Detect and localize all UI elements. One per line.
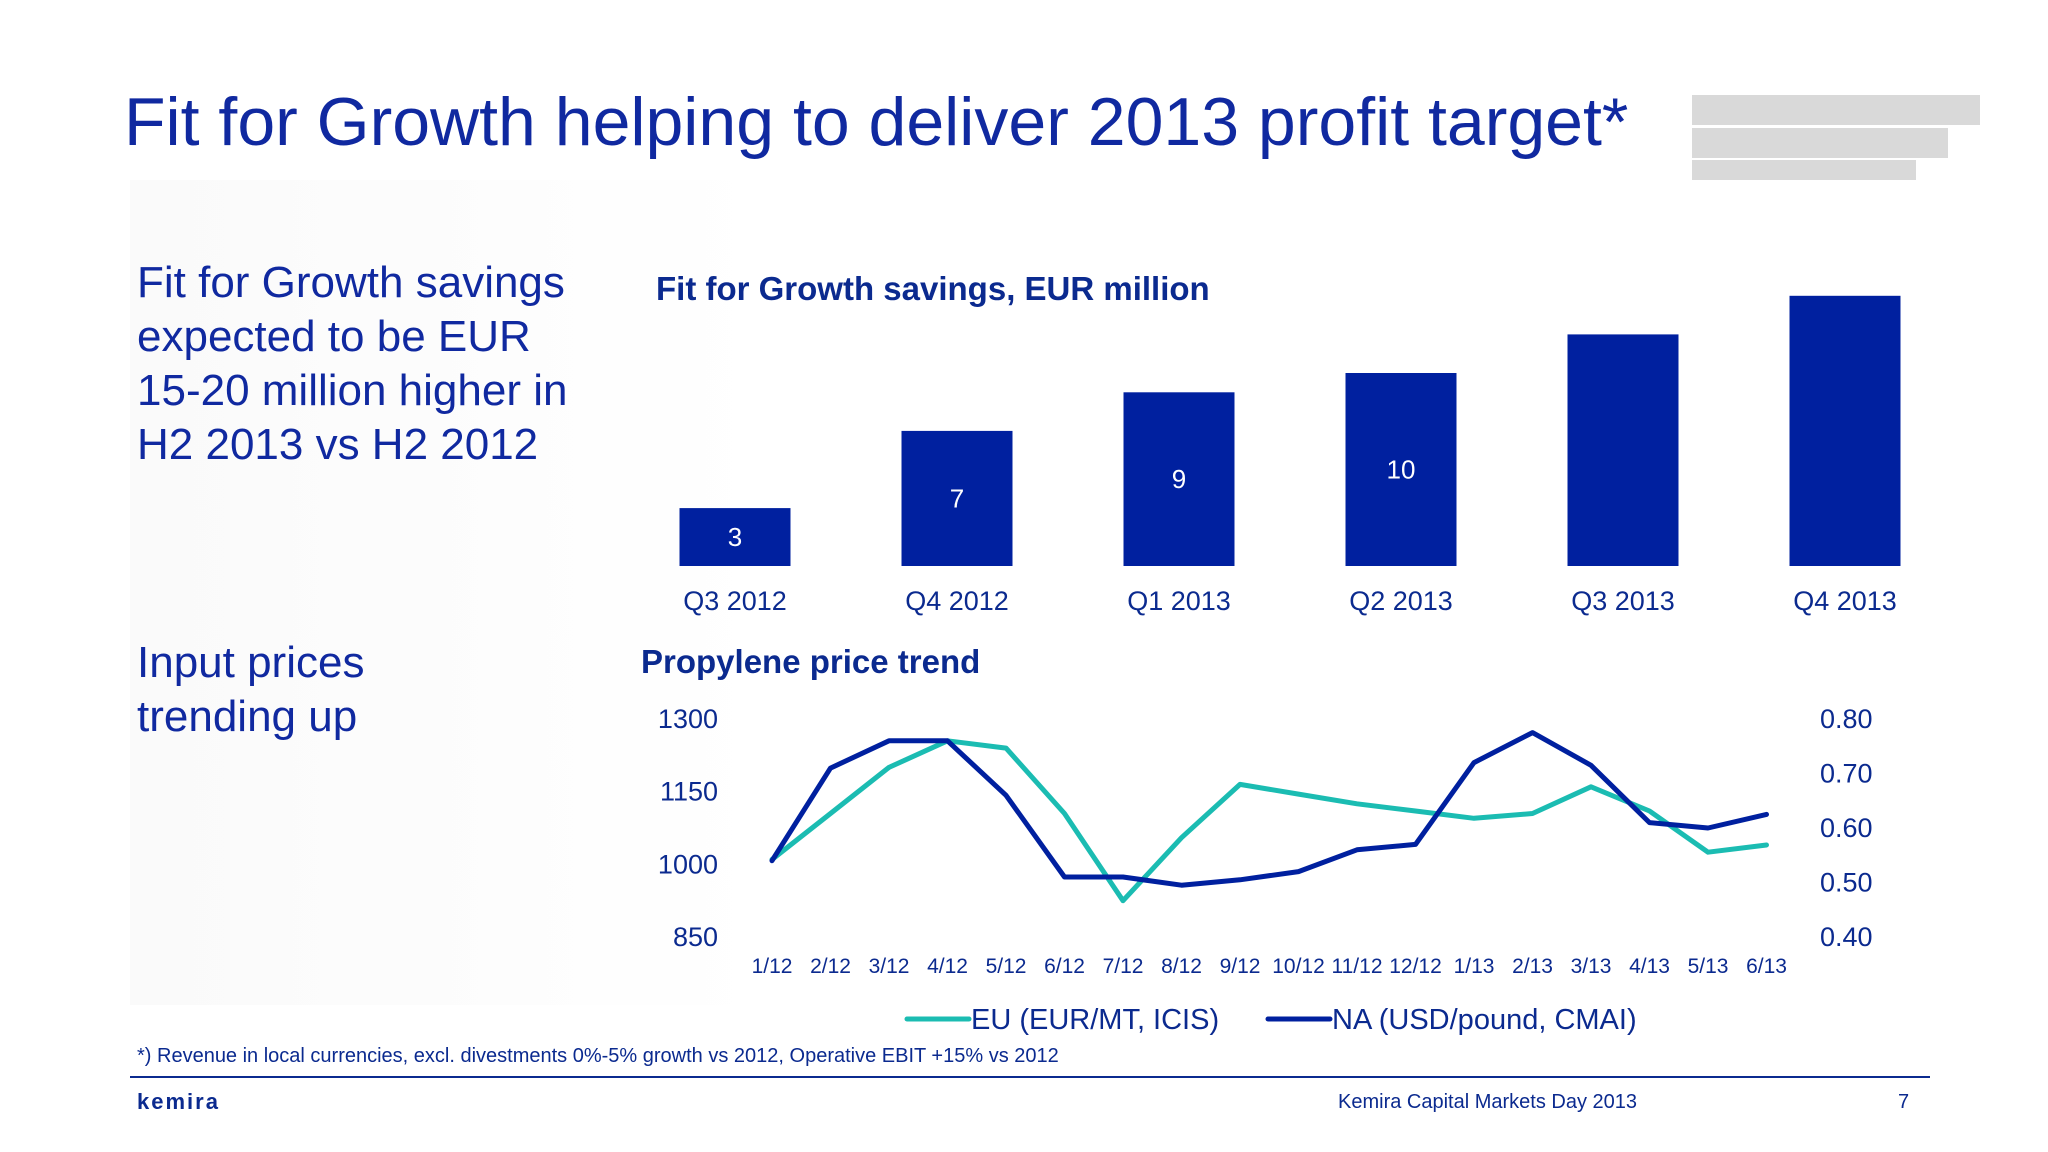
- event-name: Kemira Capital Markets Day 2013: [1338, 1091, 1638, 1113]
- series-line-eu: [769, 738, 1769, 904]
- bar-data-label: 10: [1387, 455, 1416, 485]
- x-axis-tick: 4/13: [1629, 955, 1670, 978]
- kemira-logo: kemira: [137, 1089, 220, 1114]
- right-axis-tick: 0.80: [1820, 704, 1873, 734]
- x-axis-tick: 12/12: [1389, 955, 1442, 978]
- bar-category-label: Q3 2013: [1571, 586, 1675, 616]
- x-axis-tick: 10/12: [1272, 955, 1325, 978]
- legend-label-na: NA (USD/pound, CMAI): [1332, 1004, 1637, 1036]
- bar-category-label: Q4 2012: [905, 586, 1009, 616]
- right-axis-tick: 0.40: [1820, 922, 1873, 952]
- x-axis-tick: 1/12: [752, 955, 793, 978]
- slide-title: Fit for Growth helping to deliver 2013 p…: [124, 84, 1629, 160]
- decorative-bar-1: [1692, 95, 1980, 125]
- left-axis-tick: 1000: [658, 849, 718, 879]
- bar-q3-2012: [679, 508, 791, 566]
- bar-q3-2013: [1567, 334, 1679, 566]
- footer-divider: [130, 1076, 1930, 1078]
- x-axis-tick: 3/12: [869, 955, 910, 978]
- bar-q1-2013: [1123, 392, 1235, 566]
- x-axis-tick: 2/13: [1512, 955, 1553, 978]
- right-axis-tick: 0.60: [1820, 813, 1873, 843]
- x-axis-tick: 8/12: [1161, 955, 1202, 978]
- right-axis-tick: 0.50: [1820, 868, 1873, 898]
- bar-q4-2013: [1789, 295, 1901, 566]
- input-prices-statement: Input prices trending up: [137, 638, 365, 741]
- bar-category-label: Q2 2013: [1349, 586, 1453, 616]
- bar-chart-title: Fit for Growth savings, EUR million: [656, 270, 1210, 307]
- bar-category-label: Q4 2013: [1793, 586, 1897, 616]
- bar-category-label: Q3 2012: [683, 586, 787, 616]
- bar-category-label: Q1 2013: [1127, 586, 1231, 616]
- bar-q4-2012: [901, 430, 1013, 566]
- x-axis-tick: 7/12: [1103, 955, 1144, 978]
- right-axis-tick: 0.70: [1820, 759, 1873, 789]
- x-axis-tick: 11/12: [1332, 955, 1383, 978]
- savings-statement: Fit for Growth savings expected to be EU…: [137, 258, 568, 469]
- x-axis-tick: 6/12: [1044, 955, 1085, 978]
- left-axis-tick: 1300: [658, 704, 718, 734]
- x-axis-tick: 5/12: [986, 955, 1027, 978]
- x-axis-tick: 4/12: [927, 955, 968, 978]
- footnote: *) Revenue in local currencies, excl. di…: [137, 1045, 1059, 1067]
- x-axis-tick: 6/13: [1746, 955, 1787, 978]
- bar-data-label: 3: [728, 522, 742, 552]
- left-axis-tick: 850: [673, 922, 718, 952]
- x-axis-tick: 9/12: [1220, 955, 1261, 978]
- x-axis-tick: 2/12: [810, 955, 851, 978]
- legend-label-eu: EU (EUR/MT, ICIS): [971, 1004, 1219, 1036]
- x-axis-tick: 1/13: [1454, 955, 1495, 978]
- x-axis-tick: 5/13: [1688, 955, 1729, 978]
- left-axis-tick: 1150: [660, 777, 718, 807]
- x-axis-tick: 3/13: [1571, 955, 1612, 978]
- series-line-na: [769, 730, 1769, 888]
- bar-data-label: 9: [1172, 464, 1186, 494]
- content-panel: [130, 180, 1950, 1005]
- bar-q2-2013: [1345, 373, 1457, 566]
- page-number: 7: [1898, 1091, 1910, 1113]
- decorative-bar-2: [1692, 128, 1948, 158]
- bar-data-label: 7: [950, 483, 964, 513]
- line-chart-title: Propylene price trend: [641, 643, 981, 680]
